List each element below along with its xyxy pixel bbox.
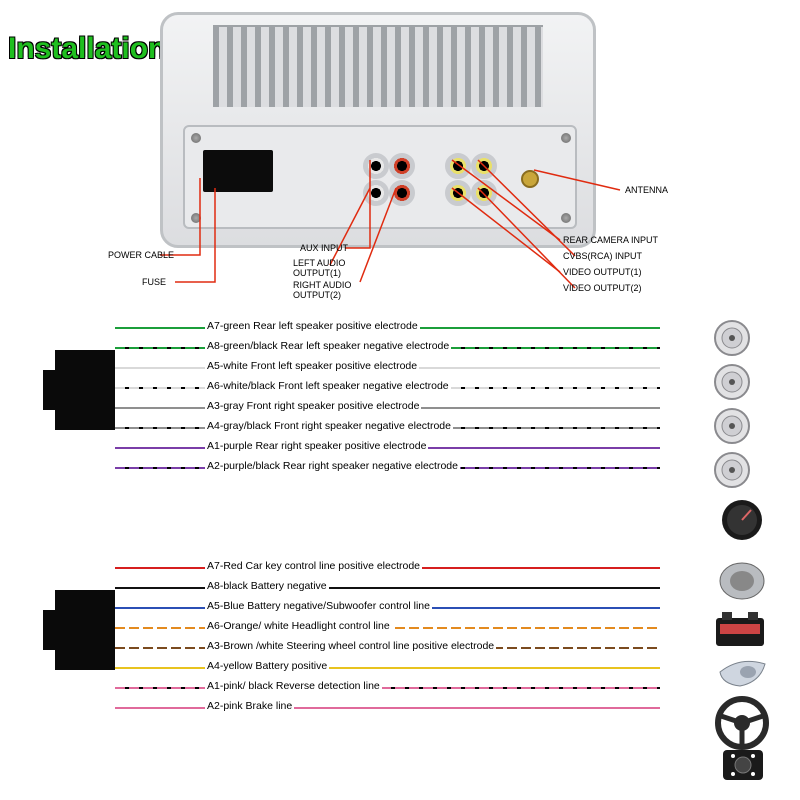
- wire-row: A8-green/black Rear left speaker negativ…: [115, 340, 660, 356]
- wire-row: A3-gray Front right speaker positive ele…: [115, 400, 660, 416]
- wire-row: A4-yellow Battery positive: [115, 660, 660, 676]
- wire-row: A6-white/black Front left speaker negati…: [115, 380, 660, 396]
- wire-label: A6-white/black Front left speaker negati…: [205, 380, 451, 392]
- rca-cvbs-icon: [471, 153, 497, 179]
- wire-label: A2-purple/black Rear right speaker negat…: [205, 460, 460, 472]
- wire-label: A8-black Battery negative: [205, 580, 329, 592]
- lbl-laudio: LEFT AUDIO OUTPUT(1): [293, 258, 373, 278]
- stereo-unit: [160, 12, 596, 248]
- lbl-power-cable: POWER CABLE: [108, 250, 174, 260]
- rca-rearcam-icon: [445, 153, 471, 179]
- lbl-cvbs: CVBS(RCA) INPUT: [563, 251, 642, 261]
- wire-line: [115, 707, 660, 709]
- lbl-vout1: VIDEO OUTPUT(1): [563, 267, 642, 277]
- wire-label: A2-pink Brake line: [205, 700, 294, 712]
- wire-row: A7-Red Car key control line positive ele…: [115, 560, 660, 576]
- lbl-antenna: ANTENNA: [625, 185, 668, 195]
- car-battery-icon: [710, 608, 770, 655]
- wire-label: A1-purple Rear right speaker positive el…: [205, 440, 428, 452]
- wire-row: A1-purple Rear right speaker positive el…: [115, 440, 660, 456]
- subwoofer-icon: [715, 560, 770, 607]
- wire-label: A4-gray/black Front right speaker negati…: [205, 420, 453, 432]
- wire-label: A6-Orange/ white Headlight control line: [205, 620, 392, 632]
- wire-label: A4-yellow Battery positive: [205, 660, 329, 672]
- lbl-raudio: RIGHT AUDIO OUTPUT(2): [293, 280, 373, 300]
- lbl-rearcam: REAR CAMERA INPUT: [563, 235, 658, 245]
- wire-row: A2-purple/black Rear right speaker negat…: [115, 460, 660, 476]
- lbl-aux: AUX INPUT: [300, 243, 348, 253]
- wire-line: [115, 687, 660, 689]
- lbl-vout2: VIDEO OUTPUT(2): [563, 283, 642, 293]
- wire-label: A5-white Front left speaker positive ele…: [205, 360, 419, 372]
- iso-connector: [203, 150, 273, 192]
- lbl-fuse: FUSE: [142, 277, 166, 287]
- wire-row: A3-Brown /white Steering wheel control l…: [115, 640, 660, 656]
- wire-line: [115, 667, 660, 669]
- rca-vout2-icon: [471, 180, 497, 206]
- speaker-icon: [712, 406, 752, 446]
- speaker-icon: [712, 450, 752, 490]
- connector-b-label: B: [30, 338, 42, 356]
- wire-line: [115, 587, 660, 589]
- wire-label: A8-green/black Rear left speaker negativ…: [205, 340, 451, 352]
- ignition-gauge-icon: [715, 498, 770, 548]
- wire-row: A5-white Front left speaker positive ele…: [115, 360, 660, 376]
- wire-label: A3-Brown /white Steering wheel control l…: [205, 640, 496, 652]
- wire-row: A4-gray/black Front right speaker negati…: [115, 420, 660, 436]
- speaker-icon: [712, 362, 752, 402]
- connector-b: [55, 350, 115, 430]
- wire-label: A3-gray Front right speaker positive ele…: [205, 400, 421, 412]
- headlight-icon: [710, 654, 770, 695]
- heatsink: [213, 25, 543, 107]
- rca-audio-r-icon: [389, 180, 415, 206]
- wire-row: A2-pink Brake line: [115, 700, 660, 716]
- wire-row: A1-pink/ black Reverse detection line: [115, 680, 660, 696]
- wire-row: A5-Blue Battery negative/Subwoofer contr…: [115, 600, 660, 616]
- rca-aux-r-icon: [389, 153, 415, 179]
- speaker-icon: [712, 318, 752, 358]
- connector-a: [55, 590, 115, 670]
- connector-a-label: A: [30, 578, 42, 596]
- wire-row: A7-green Rear left speaker positive elec…: [115, 320, 660, 336]
- wire-label: A1-pink/ black Reverse detection line: [205, 680, 382, 692]
- rear-camera-icon: [715, 740, 770, 790]
- antenna-jack-icon: [521, 170, 539, 188]
- rca-audio-l-icon: [363, 180, 389, 206]
- wire-row: A8-black Battery negative: [115, 580, 660, 596]
- wire-label: A5-Blue Battery negative/Subwoofer contr…: [205, 600, 432, 612]
- rca-vout1-icon: [445, 180, 471, 206]
- wire-label: A7-Red Car key control line positive ele…: [205, 560, 422, 572]
- wire-row: A6-Orange/ white Headlight control line: [115, 620, 660, 636]
- wire-label: A7-green Rear left speaker positive elec…: [205, 320, 420, 332]
- rca-aux-l-icon: [363, 153, 389, 179]
